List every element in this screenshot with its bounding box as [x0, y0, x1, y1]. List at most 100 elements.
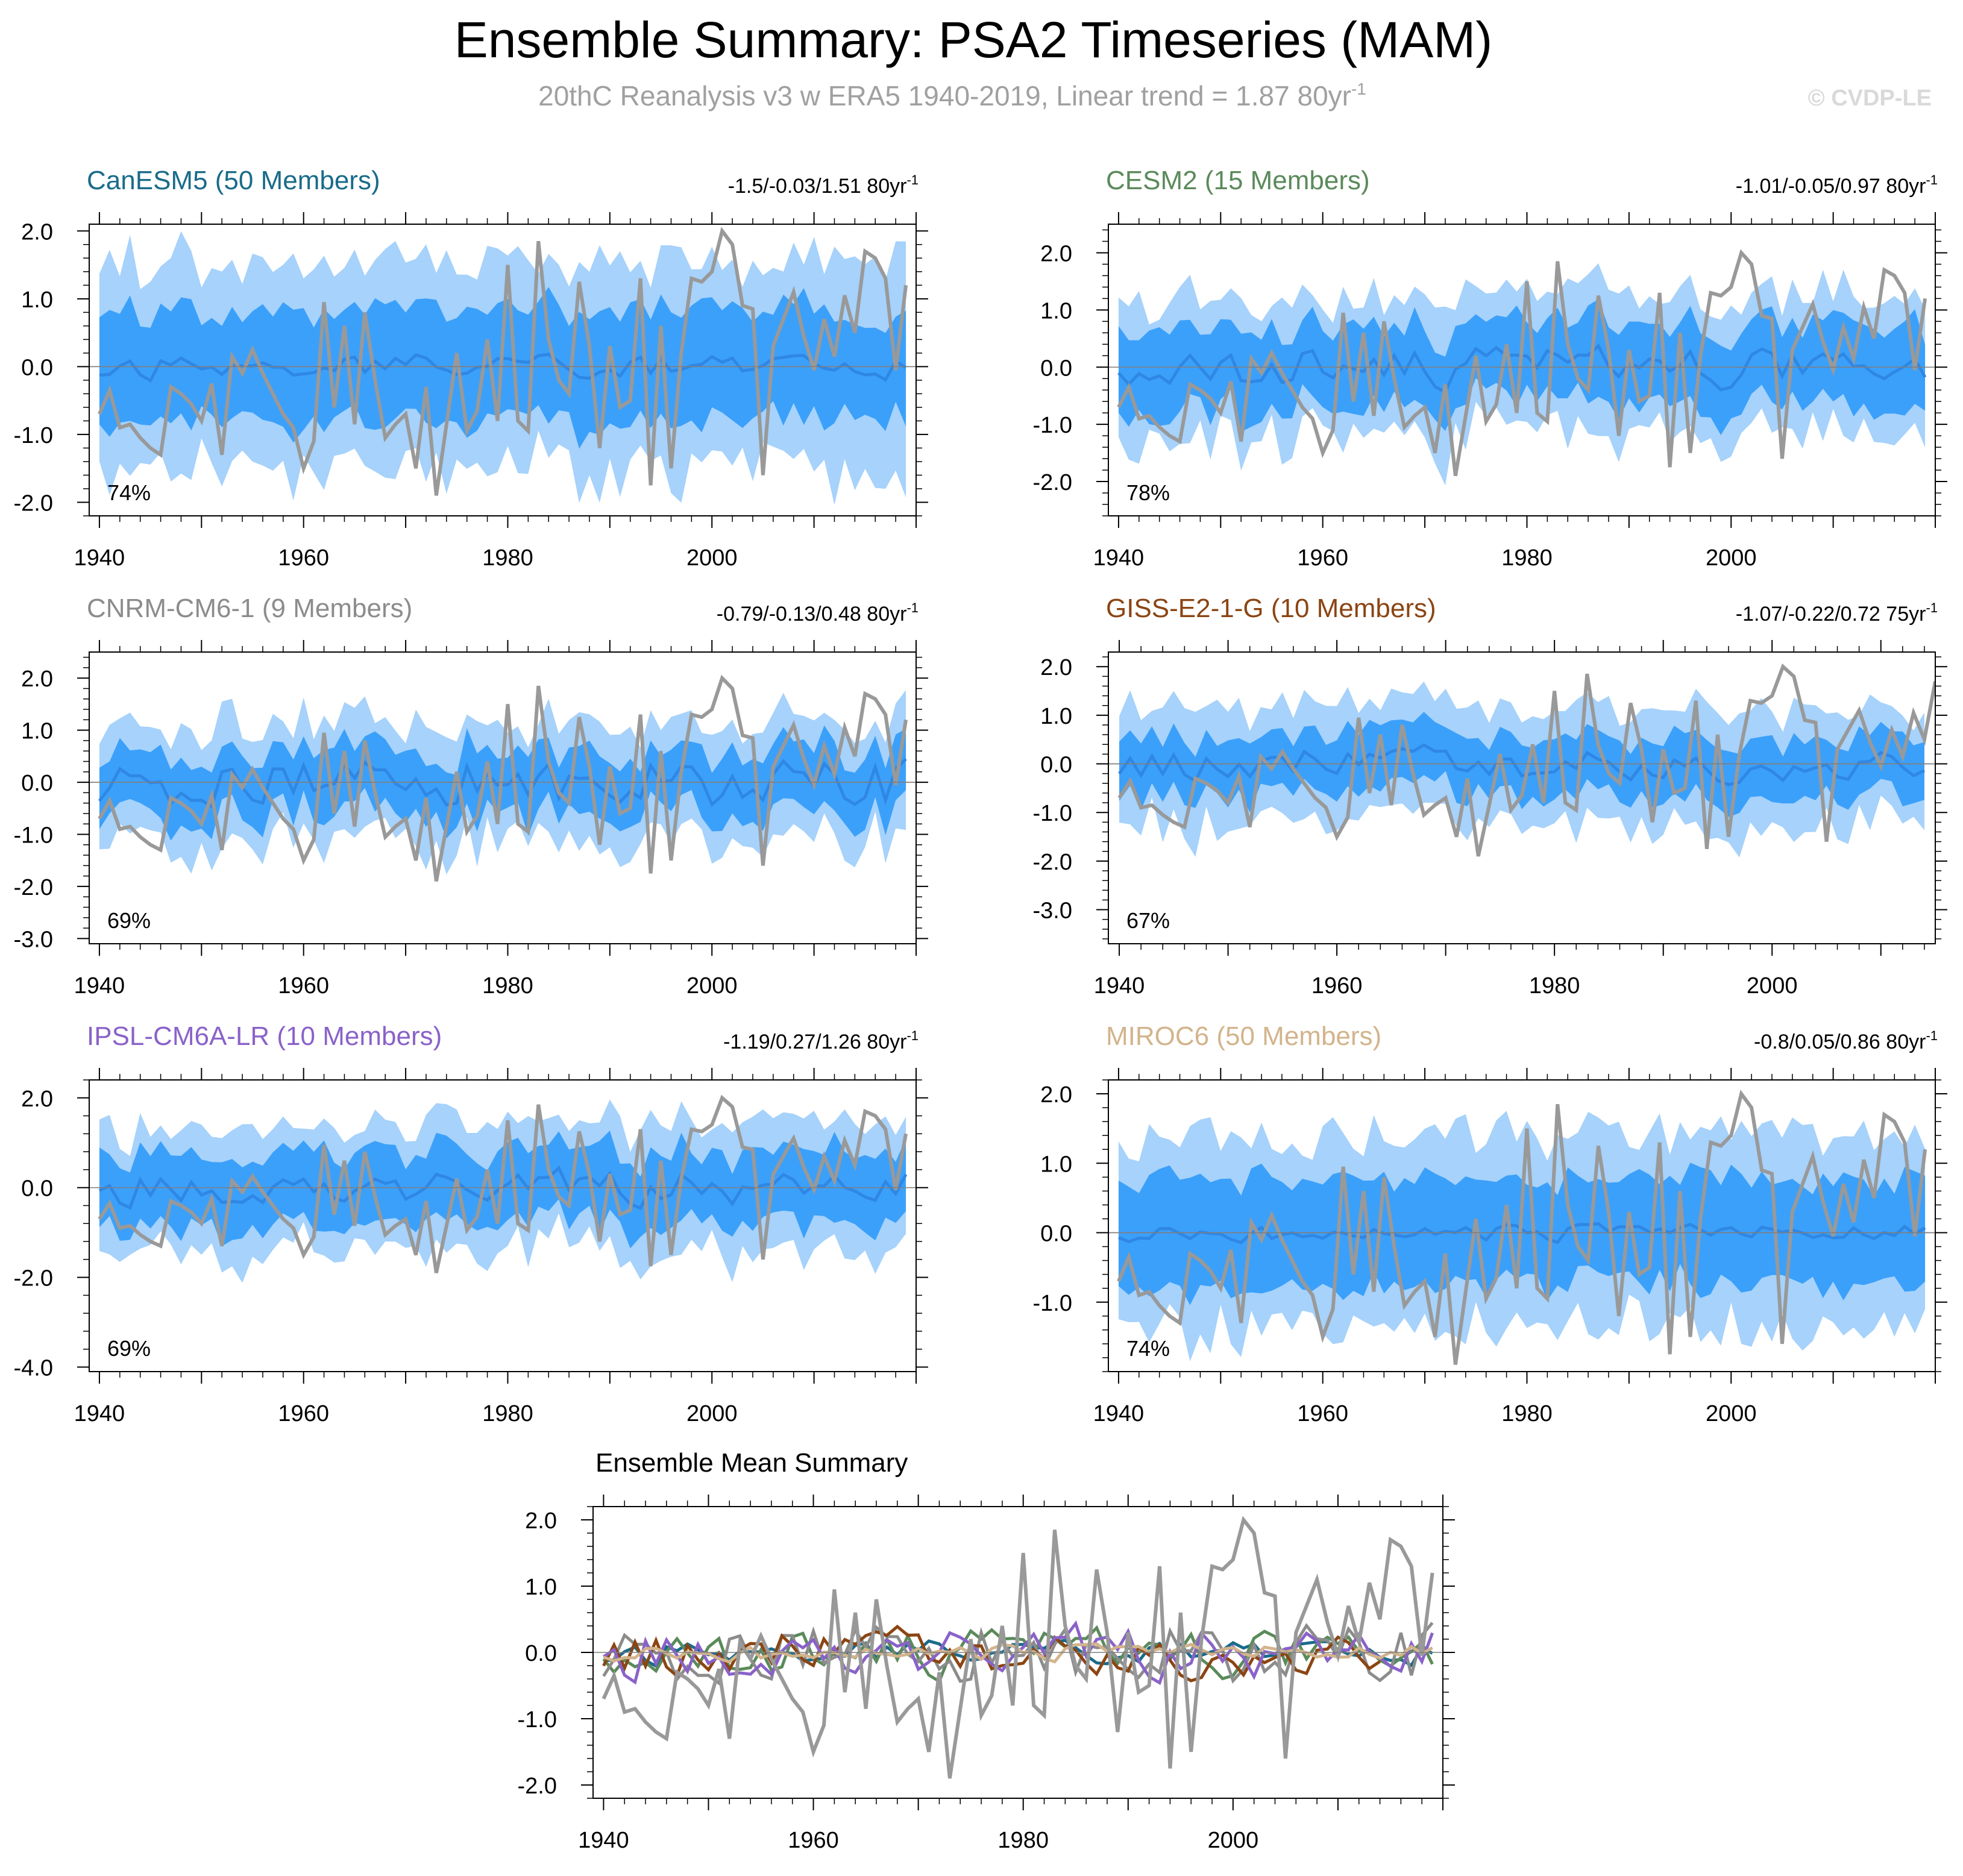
series-line-giss-e2-1-g [602, 1624, 1381, 1683]
y-tick-label: -1.0 [1033, 801, 1072, 826]
trend-label-text: -1.01/-0.05/0.97 80yr [1736, 175, 1926, 198]
y-tick-label: 0.0 [21, 355, 53, 380]
panel-miroc6: MIROC6 (50 Members) -0.8/0.05/0.86 80yr-1… [1033, 1021, 1947, 1426]
panel-title: Ensemble Mean Summary [595, 1448, 908, 1478]
y-tick-label: -1.0 [14, 823, 53, 849]
lines-group [601, 1516, 1434, 1779]
y-tick-label: 1.0 [525, 1575, 557, 1600]
plot-frame [1108, 224, 1936, 516]
trend-label: -1.07/-0.22/0.72 75yr-1 [1736, 600, 1938, 626]
plot-frame [89, 651, 917, 944]
y-tick-label: 0.0 [1040, 1222, 1072, 1247]
x-tick-label: 1960 [278, 545, 329, 571]
x-tick-label: 1960 [278, 1401, 329, 1426]
x-tick-label: 1960 [788, 1828, 839, 1853]
x-tick-label: 2000 [1208, 1828, 1259, 1853]
y-tick-label: 0.0 [1040, 753, 1072, 778]
plot-content [1108, 664, 1935, 858]
y-tick-label: -2.0 [1033, 470, 1072, 495]
trend-label-text: -1.07/-0.22/0.72 75yr [1736, 603, 1926, 626]
y-tick-label: -2.0 [14, 1266, 53, 1291]
subtitle-superscript: -1 [1351, 80, 1366, 98]
x-tick-label: 1960 [1297, 545, 1348, 571]
observation-line [1117, 1090, 1927, 1365]
y-tick-label: 0.0 [525, 1641, 557, 1666]
y-tick-label: -2.0 [14, 875, 53, 900]
observation-line [1117, 664, 1935, 857]
x-tick-label: 1940 [1093, 545, 1145, 571]
trend-label-text: -1.5/-0.03/1.51 80yr [728, 175, 907, 198]
y-tick-label: -1.0 [1033, 1291, 1072, 1316]
trend-label: -0.8/0.05/0.86 80yr-1 [1754, 1028, 1938, 1053]
panel-canesm5: CanESM5 (50 Members) -1.5/-0.03/1.51 80yr… [14, 166, 928, 571]
plot-content [1108, 249, 1935, 486]
trend-label: -1.01/-0.05/0.97 80yr-1 [1736, 172, 1938, 198]
y-tick-label: 2.0 [1040, 1082, 1072, 1108]
x-tick-label: 1960 [1297, 1401, 1348, 1426]
panel-title: CESM2 (15 Members) [1106, 166, 1370, 195]
plot-content [1108, 1090, 1935, 1365]
y-tick-label: 1.0 [21, 719, 53, 744]
trend-label: -1.5/-0.03/1.51 80yr-1 [728, 172, 919, 198]
y-tick-label: -1.0 [14, 423, 53, 448]
observation-line [98, 1094, 908, 1273]
y-tick-label: 2.0 [21, 1087, 53, 1112]
y-tick-label: -1.0 [1033, 413, 1072, 438]
trend-label-text: -0.79/-0.13/0.48 80yr [717, 603, 907, 626]
y-tick-label: 1.0 [21, 287, 53, 313]
x-tick-label: 2000 [686, 973, 738, 999]
plot-content [89, 1094, 916, 1283]
x-tick-label: 1940 [1094, 973, 1145, 999]
panel-title: IPSL-CM6A-LR (10 Members) [87, 1021, 442, 1051]
plot-frame [1108, 1079, 1936, 1372]
percent-label: 69% [107, 1336, 151, 1361]
panel-cesm2: CESM2 (15 Members) -1.01/-0.05/0.97 80yr-… [1033, 166, 1947, 571]
y-tick-label: 2.0 [525, 1508, 557, 1534]
trend-label-superscript: -1 [1926, 172, 1938, 187]
y-tick-label: 2.0 [1040, 655, 1072, 680]
plot-frame [89, 1079, 917, 1372]
plot-frame [1108, 651, 1936, 944]
x-tick-label: 1940 [578, 1828, 629, 1853]
x-tick-label: 1980 [482, 1401, 533, 1426]
panel-giss-e2-1-g: GISS-E2-1-G (10 Members) -1.07/-0.22/0.72… [1033, 594, 1947, 999]
plot-content [89, 227, 916, 505]
trend-label: -1.19/0.27/1.26 80yr-1 [723, 1028, 919, 1053]
trend-label-text: -0.8/0.05/0.86 80yr [1754, 1031, 1926, 1053]
x-tick-label: 1940 [1093, 1401, 1145, 1426]
percent-label: 74% [107, 480, 151, 505]
x-tick-label: 1960 [1311, 973, 1363, 999]
y-tick-label: 1.0 [1040, 298, 1072, 324]
trend-label: -0.79/-0.13/0.48 80yr-1 [717, 600, 919, 626]
panels-group: CanESM5 (50 Members) -1.5/-0.03/1.51 80yr… [14, 166, 1947, 1853]
y-tick-label: -1.0 [518, 1707, 557, 1733]
watermark: © CVDP-LE [1808, 86, 1932, 111]
y-tick-label: 2.0 [21, 667, 53, 692]
y-tick-label: 0.0 [1040, 356, 1072, 381]
trend-label-superscript: -1 [1926, 1028, 1938, 1043]
x-tick-label: 1940 [74, 1401, 125, 1426]
x-tick-label: 2000 [686, 1401, 738, 1426]
plot-content [89, 674, 916, 882]
percent-label: 74% [1126, 1336, 1170, 1361]
trend-label-superscript: -1 [906, 172, 919, 187]
panel-title: GISS-E2-1-G (10 Members) [1106, 594, 1436, 623]
observation-line [1117, 249, 1927, 477]
x-tick-label: 2000 [686, 545, 738, 571]
trend-label-superscript: -1 [906, 600, 919, 615]
x-tick-label: 1980 [1529, 973, 1580, 999]
percent-label: 69% [107, 908, 151, 933]
plot-frame [89, 224, 917, 516]
panel-ensemble-mean-summary: Ensemble Mean Summary -2.0 -1.0 0.0 1.0 2.0 19… [518, 1448, 1455, 1853]
panel-cnrm-cm6-1: CNRM-CM6-1 (9 Members) -0.79/-0.13/0.48 8… [14, 594, 928, 999]
y-tick-label: 2.0 [1040, 241, 1072, 266]
percent-label: 67% [1126, 908, 1170, 933]
panel-title: CanESM5 (50 Members) [87, 166, 380, 195]
y-tick-label: -2.0 [518, 1774, 557, 1799]
y-tick-label: -4.0 [14, 1356, 53, 1381]
subtitle-text: 20thC Reanalysis v3 w ERA5 1940-2019, Li… [538, 80, 1351, 111]
x-tick-label: 1980 [482, 545, 533, 571]
y-tick-label: 1.0 [1040, 704, 1072, 729]
observation-line [98, 674, 908, 882]
